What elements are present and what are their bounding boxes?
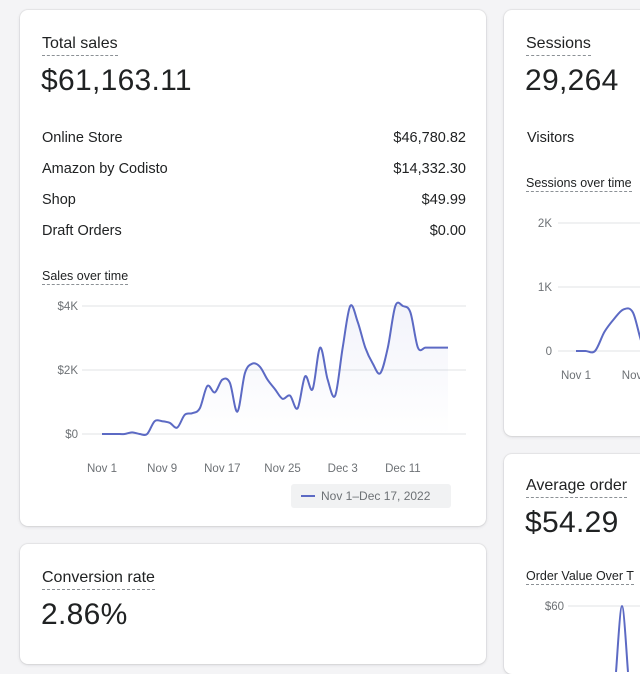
legend-swatch [301, 495, 315, 497]
x-tick-label: Nov 25 [264, 463, 300, 472]
conversion-rate-title[interactable]: Conversion rate [42, 568, 155, 590]
y-tick-label: $0 [65, 429, 78, 441]
y-tick-label: $4K [58, 301, 79, 313]
breakdown-row: Amazon by Codisto $14,332.30 [42, 161, 466, 181]
sales-area [102, 302, 448, 436]
sessions-card: Sessions 29,264 Visitors Sessions over t… [504, 10, 640, 436]
conversion-rate-value: 2.86% [41, 598, 128, 631]
breakdown-row: Online Store $46,780.82 [42, 130, 466, 150]
average-order-value: $54.29 [525, 506, 619, 539]
y-tick-label: $2K [58, 365, 79, 377]
y-tick-label: $60 [545, 601, 564, 613]
breakdown-value: $49.99 [421, 192, 466, 208]
sessions-chart-title[interactable]: Sessions over time [526, 176, 632, 192]
chart-legend[interactable]: Nov 1–Dec 17, 2022 [291, 484, 451, 508]
y-tick-label: 0 [546, 346, 552, 358]
visitors-label: Visitors [527, 130, 575, 146]
x-tick-label: Nov [622, 370, 640, 380]
breakdown-value: $14,332.30 [393, 161, 466, 177]
sales-line [102, 301, 448, 437]
aov-chart-title[interactable]: Order Value Over T [526, 569, 634, 585]
total-sales-value: $61,163.11 [41, 64, 192, 97]
order-value-line [615, 604, 629, 672]
sessions-title[interactable]: Sessions [526, 34, 591, 56]
conversion-rate-card: Conversion rate 2.86% [20, 544, 486, 664]
breakdown-label: Shop [42, 192, 76, 208]
breakdown-value: $0.00 [429, 223, 466, 239]
total-sales-title[interactable]: Total sales [42, 34, 118, 56]
sessions-line [576, 307, 640, 354]
legend-label: Nov 1–Dec 17, 2022 [321, 489, 431, 503]
breakdown-label: Draft Orders [42, 223, 122, 239]
x-tick-label: Dec 3 [328, 463, 358, 472]
x-tick-label: Dec 11 [385, 463, 421, 472]
sessions-over-time-chart[interactable]: 0 1K 2K Nov 1 Nov [504, 200, 640, 380]
breakdown-row: Shop $49.99 [42, 192, 466, 212]
average-order-title[interactable]: Average order [526, 476, 628, 498]
average-order-card: Average order $54.29 Order Value Over T … [504, 454, 640, 674]
order-value-chart[interactable]: $60 [504, 592, 640, 672]
total-sales-card: Total sales $61,163.11 Online Store $46,… [20, 10, 486, 526]
y-tick-label: 2K [538, 218, 552, 230]
x-tick-label: Nov 1 [561, 370, 591, 380]
x-tick-label: Nov 17 [204, 463, 240, 472]
breakdown-label: Online Store [42, 130, 123, 146]
x-tick-label: Nov 9 [147, 463, 177, 472]
y-tick-label: 1K [538, 282, 552, 294]
breakdown-row: Draft Orders $0.00 [42, 223, 466, 243]
sales-over-time-chart[interactable]: $0 $2K $4K Nov 1 Nov 9 Nov 17 Nov 25 Dec 3 Dec 1… [20, 292, 486, 472]
x-tick-label: Nov 1 [87, 463, 117, 472]
breakdown-value: $46,780.82 [393, 130, 466, 146]
breakdown-label: Amazon by Codisto [42, 161, 168, 177]
sessions-value: 29,264 [525, 64, 619, 97]
sales-chart-title[interactable]: Sales over time [42, 269, 129, 285]
